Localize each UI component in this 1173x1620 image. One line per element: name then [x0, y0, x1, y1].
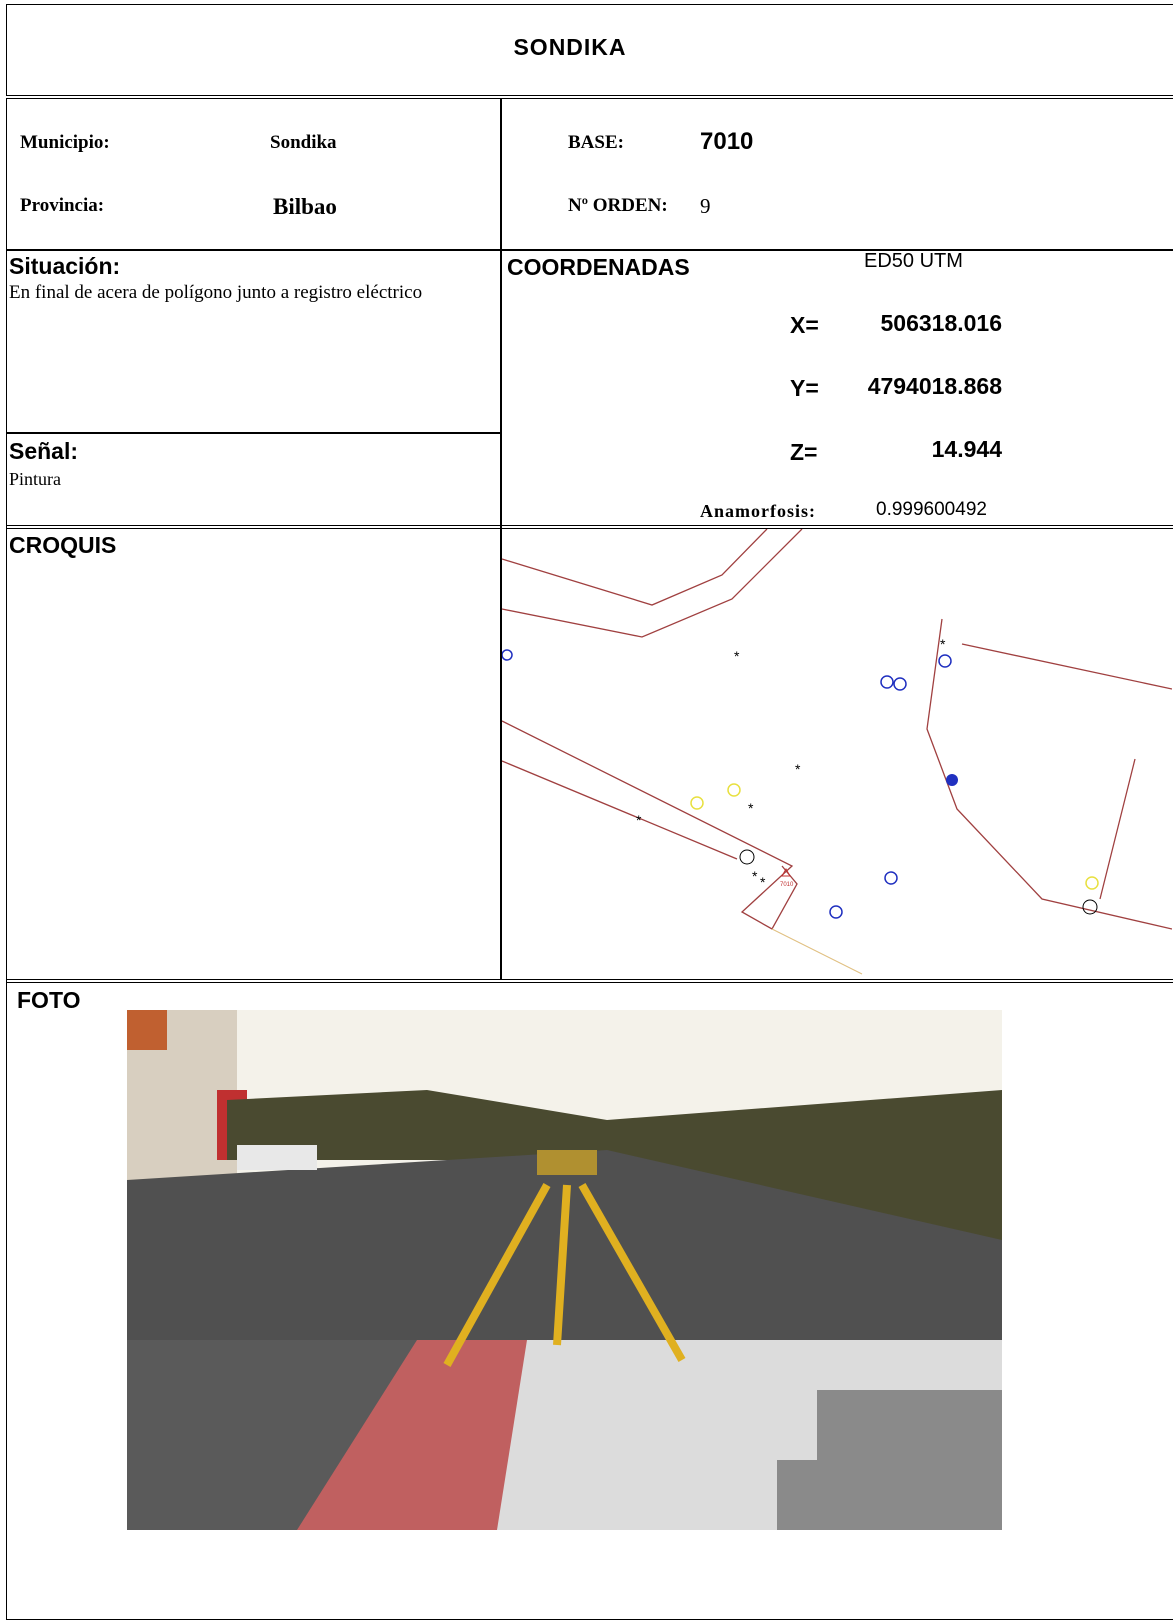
label: Situación:	[9, 253, 120, 280]
svg-text:*: *	[795, 761, 801, 777]
photo	[127, 1010, 1002, 1530]
svg-text:*: *	[748, 800, 754, 816]
divider	[6, 249, 1173, 251]
value: Bilbao	[273, 194, 337, 220]
value: 9	[700, 194, 711, 219]
value: 7010	[700, 128, 753, 156]
label: Anamorfosis:	[700, 501, 816, 522]
divider	[6, 979, 1173, 983]
svg-text:*: *	[636, 812, 642, 828]
label: Señal:	[9, 438, 78, 465]
svg-text:*: *	[940, 636, 946, 652]
label: Municipio:	[20, 132, 110, 154]
label: COORDENADAS	[507, 254, 690, 281]
label: Nº ORDEN:	[568, 195, 668, 217]
label: Z=	[790, 439, 817, 466]
divider	[6, 432, 501, 434]
text: Pintura	[9, 469, 61, 490]
label: Y=	[790, 375, 819, 402]
sketch-marker: 7010	[780, 882, 794, 888]
sketch: ******* 7010	[502, 529, 1172, 979]
label: CROQUIS	[9, 532, 116, 559]
label: X=	[790, 312, 819, 339]
title: SONDIKA	[0, 34, 1140, 61]
value: 0.999600492	[876, 499, 987, 521]
svg-text:*: *	[760, 874, 766, 890]
label: BASE:	[568, 132, 624, 154]
value: Sondika	[270, 132, 337, 154]
page: SONDIKA Municipio: Sondika Provincia: Bi…	[0, 0, 1173, 1620]
label: FOTO	[17, 987, 80, 1014]
value: 506318.016	[880, 310, 1002, 337]
system: ED50 UTM	[864, 250, 963, 273]
label: Provincia:	[20, 195, 104, 217]
svg-text:*: *	[752, 868, 758, 884]
value: 14.944	[932, 436, 1002, 463]
text: En final de acera de polígono junto a re…	[9, 282, 422, 304]
svg-text:*: *	[734, 648, 740, 664]
value: 4794018.868	[868, 373, 1002, 400]
